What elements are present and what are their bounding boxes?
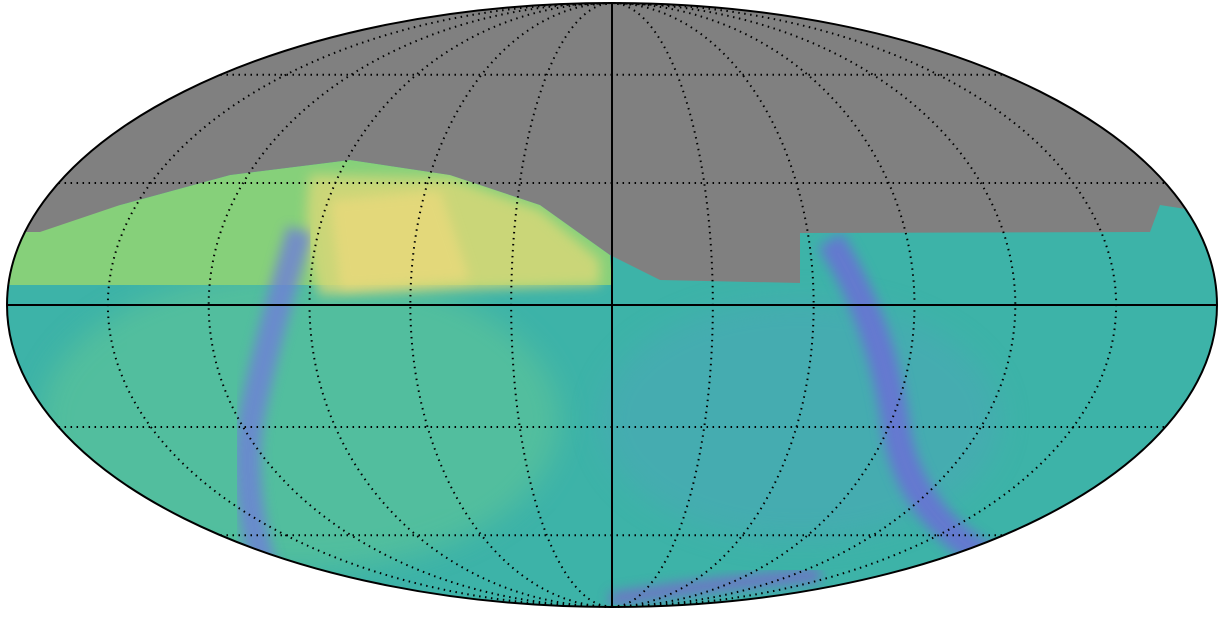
yellow-core — [330, 190, 470, 290]
green-region — [40, 270, 560, 570]
purple-band — [818, 232, 998, 573]
purple-band — [608, 568, 821, 607]
purple-band — [234, 226, 313, 594]
